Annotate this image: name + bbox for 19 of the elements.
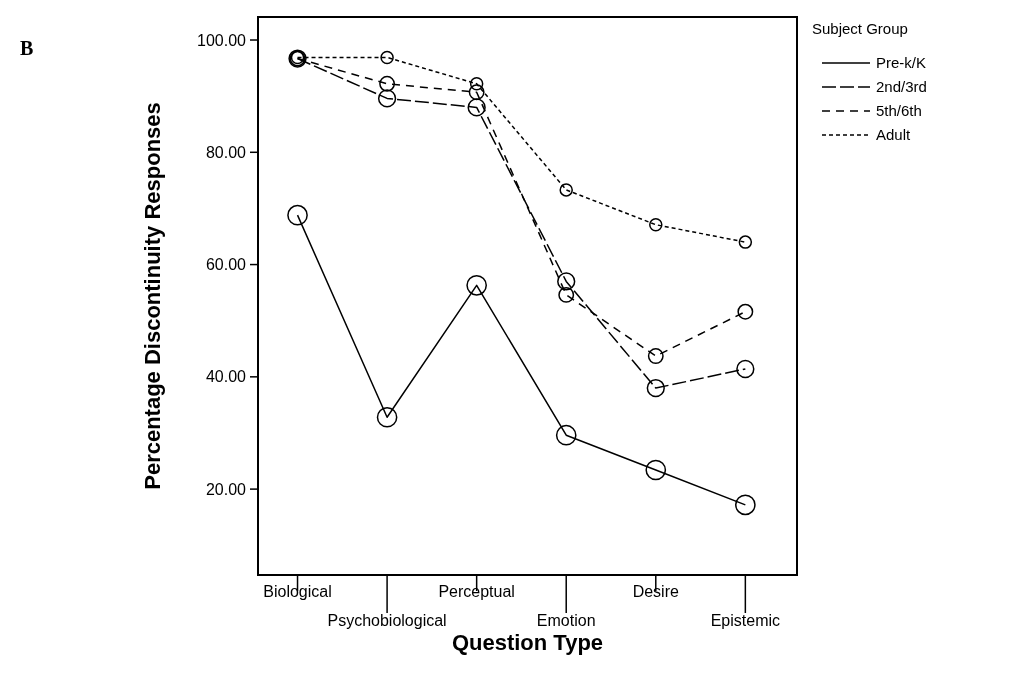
- y-tick-label: 80.00: [205, 143, 247, 161]
- legend-label: 5th/6th: [876, 102, 922, 120]
- legend-title: Subject Group: [812, 20, 908, 37]
- y-tick-label: 100.00: [197, 31, 247, 49]
- x-tick-label: Perceptual: [438, 582, 515, 600]
- x-tick-label: Emotion: [536, 611, 596, 629]
- x-tick-label: Psychobiological: [327, 611, 447, 629]
- y-tick-label: 20.00: [205, 480, 247, 498]
- x-tick-label: Epistemic: [710, 611, 781, 629]
- y-axis-title: Percentage Discontinuity Responses: [140, 102, 165, 490]
- text: B: [20, 37, 34, 59]
- x-tick-label: Biological: [263, 582, 332, 600]
- legend-label: 2nd/3rd: [876, 78, 927, 96]
- x-tick-label: Desire: [632, 582, 679, 600]
- y-tick-label: 40.00: [205, 368, 247, 386]
- x-axis-title: Question Type: [451, 630, 604, 655]
- legend-label: Pre-k/K: [876, 54, 927, 72]
- legend-label: Adult: [876, 126, 912, 144]
- y-tick-label: 60.00: [205, 256, 247, 274]
